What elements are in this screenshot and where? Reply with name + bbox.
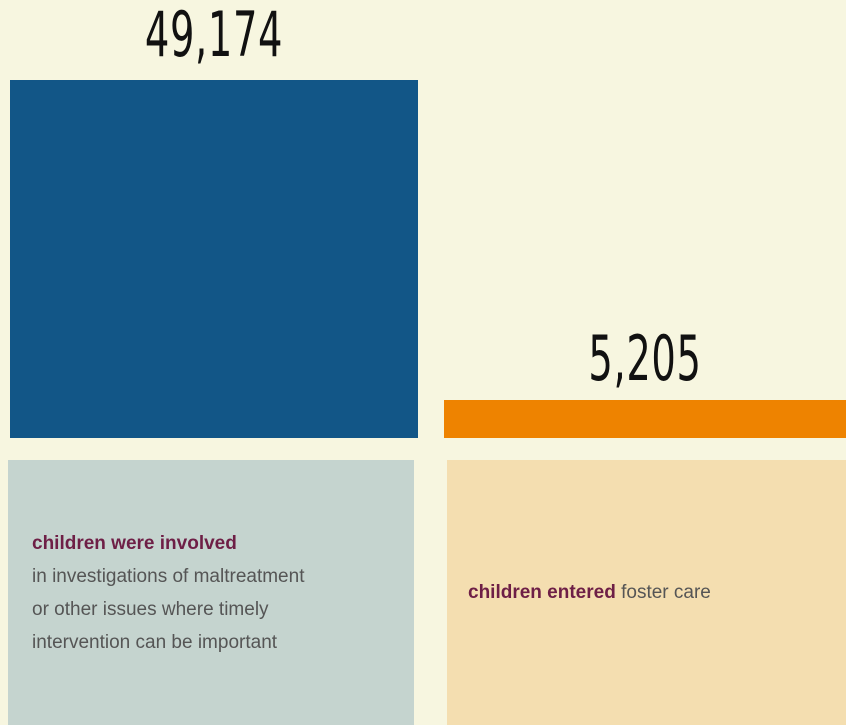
bar-children-entered [444,400,846,438]
value-label-involved: 49,174 [144,0,284,71]
card-children-involved: children were involved in investigations… [8,460,414,725]
card-involved-line-1: in investigations of maltreatment [32,565,305,587]
value-label-entered: 5,205 [588,322,702,395]
card-involved-line-2: or other issues where timely [32,598,269,620]
card-involved-heading: children were involved [32,532,237,554]
card-entered-text: children entered foster care [468,576,711,609]
bar-children-involved [10,80,418,438]
card-involved-text: children were involved in investigations… [32,527,304,659]
card-children-entered: children entered foster care [447,460,846,725]
card-entered-rest: foster care [615,582,711,603]
card-involved-line-3: intervention can be important [32,631,278,653]
card-entered-heading: children entered [468,582,616,603]
